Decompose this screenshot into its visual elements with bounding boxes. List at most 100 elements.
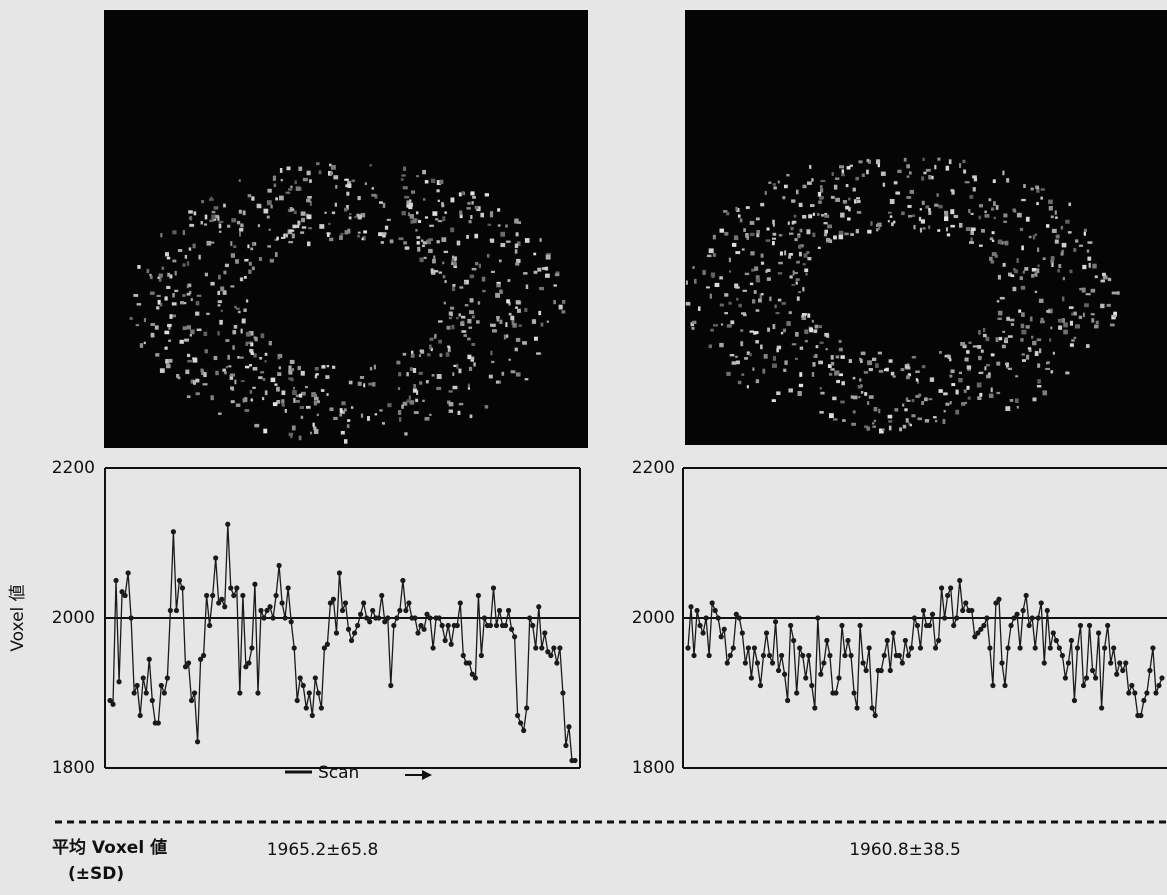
speckle <box>1095 320 1099 325</box>
speckle <box>944 354 948 358</box>
speckle <box>182 294 186 297</box>
speckle <box>755 275 760 280</box>
speckle <box>851 422 857 426</box>
speckle <box>249 364 252 367</box>
speckle <box>167 272 171 277</box>
speckle <box>409 214 415 219</box>
data-point <box>107 697 113 704</box>
speckle <box>1094 275 1098 279</box>
data-point <box>824 637 830 644</box>
speckle <box>288 370 293 375</box>
speckle <box>384 225 389 230</box>
speckle <box>833 235 837 240</box>
data-point <box>548 652 554 659</box>
data-point <box>240 592 246 599</box>
speckle <box>553 284 557 287</box>
speckle <box>279 168 283 173</box>
speckle <box>418 371 423 375</box>
speckle <box>807 313 811 318</box>
speckle <box>371 193 376 197</box>
speckle <box>1008 272 1012 277</box>
speckle <box>174 289 179 292</box>
speckle <box>1057 269 1061 273</box>
speckle <box>1062 296 1065 302</box>
y-tick-label: 1800 <box>52 758 95 778</box>
speckle <box>324 211 327 214</box>
speckle <box>976 382 982 388</box>
speckle <box>861 173 865 177</box>
speckle <box>1079 244 1084 247</box>
data-point <box>788 622 794 629</box>
data-point <box>1029 615 1035 621</box>
speckle <box>994 254 998 258</box>
speckle <box>441 204 445 208</box>
speckle <box>426 239 432 245</box>
speckle <box>772 183 776 186</box>
speckle <box>420 350 425 354</box>
speckle <box>991 252 997 257</box>
speckle <box>259 357 263 360</box>
data-point <box>333 630 340 636</box>
speckle <box>1079 287 1084 291</box>
speckle <box>260 371 265 374</box>
data-point <box>285 585 291 591</box>
speckle <box>911 414 916 418</box>
speckle <box>164 330 170 335</box>
speckle <box>798 291 802 294</box>
speckle <box>533 270 538 274</box>
speckle <box>345 184 348 188</box>
speckle <box>381 232 387 236</box>
data-point <box>524 705 530 711</box>
speckle <box>795 278 800 281</box>
speckle <box>470 358 474 362</box>
speckle <box>371 187 374 190</box>
speckle <box>266 215 270 219</box>
data-point <box>905 652 911 659</box>
speckle <box>201 370 204 376</box>
speckle <box>794 272 798 275</box>
speckle <box>1050 256 1055 261</box>
speckle <box>171 314 177 318</box>
speckle <box>936 193 939 197</box>
speckle <box>156 306 160 310</box>
speckle <box>309 179 312 183</box>
speckle <box>558 304 563 310</box>
speckle <box>222 290 227 295</box>
data-point <box>932 645 939 651</box>
speckle <box>1024 267 1029 271</box>
speckle <box>729 354 735 357</box>
data-point <box>361 600 367 606</box>
data-point <box>273 592 279 599</box>
data-point <box>113 577 119 584</box>
speckle <box>231 218 237 223</box>
speckle <box>1058 325 1063 330</box>
speckle <box>749 330 755 333</box>
speckle <box>852 187 856 192</box>
speckle <box>413 384 416 388</box>
speckle <box>490 270 495 273</box>
speckle <box>203 331 208 337</box>
speckle <box>917 379 920 384</box>
speckle <box>238 209 242 214</box>
speckle <box>735 206 738 211</box>
summary-stat: 1960.8±38.5 <box>849 840 961 860</box>
speckle <box>542 267 547 270</box>
speckle <box>712 234 716 240</box>
speckle <box>1083 228 1088 233</box>
speckle <box>339 413 343 417</box>
speckle <box>436 240 440 244</box>
speckle <box>710 328 714 332</box>
speckle <box>1051 228 1057 233</box>
speckle <box>469 274 475 279</box>
speckle <box>251 266 255 271</box>
speckle <box>327 232 330 237</box>
speckle <box>301 226 307 229</box>
speckle <box>442 216 446 222</box>
speckle <box>925 168 931 172</box>
speckle <box>979 244 983 247</box>
speckle <box>443 301 446 305</box>
speckle <box>779 251 784 256</box>
speckle <box>897 169 902 173</box>
speckle <box>1028 235 1032 239</box>
speckle <box>944 213 949 217</box>
